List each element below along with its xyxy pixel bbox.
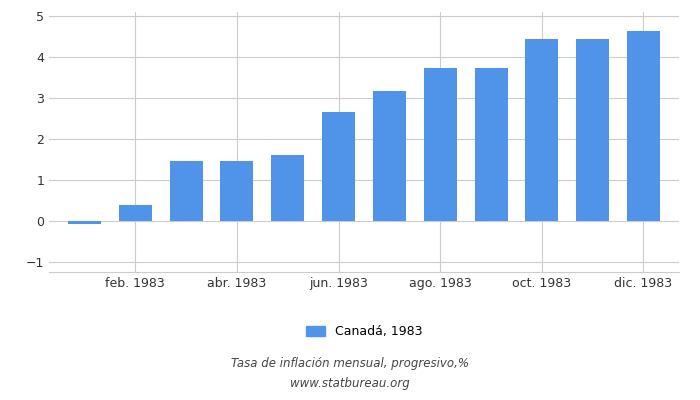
Text: Tasa de inflación mensual, progresivo,%: Tasa de inflación mensual, progresivo,% xyxy=(231,358,469,370)
Bar xyxy=(220,161,253,221)
Legend: Canadá, 1983: Canadá, 1983 xyxy=(306,325,422,338)
Bar xyxy=(576,40,609,221)
Bar xyxy=(525,40,559,221)
Bar xyxy=(272,155,304,221)
Bar xyxy=(169,161,203,221)
Text: www.statbureau.org: www.statbureau.org xyxy=(290,378,410,390)
Bar xyxy=(627,31,660,221)
Bar xyxy=(119,205,152,221)
Bar xyxy=(424,68,456,221)
Bar xyxy=(322,112,355,221)
Bar xyxy=(68,221,101,224)
Bar xyxy=(373,91,406,221)
Bar xyxy=(475,68,508,221)
